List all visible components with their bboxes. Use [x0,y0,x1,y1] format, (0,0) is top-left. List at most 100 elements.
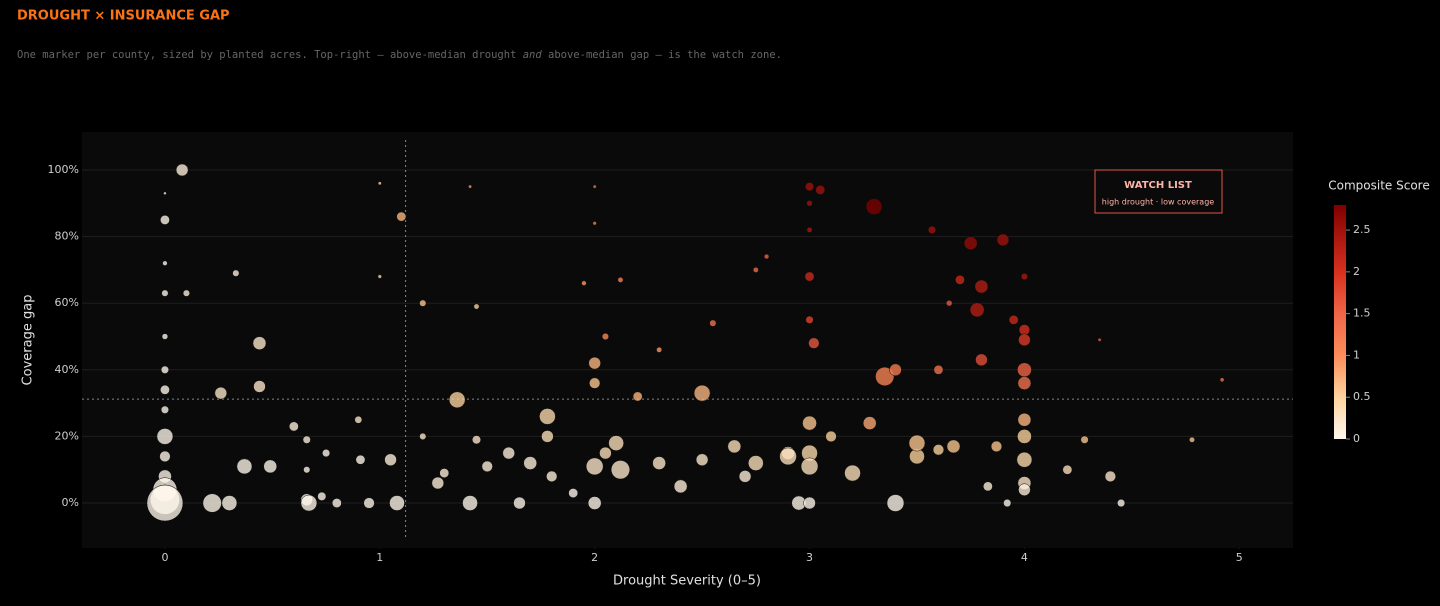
bubble [946,300,953,307]
bubble [263,459,278,474]
bubble [322,449,331,458]
x-tick-label: 5 [1236,551,1243,564]
annotation-text: high drought · low coverage [1102,198,1214,207]
x-tick-label: 2 [591,551,598,564]
colorbar-tick-label: 2.5 [1353,223,1371,236]
bubble [232,269,240,277]
x-tick-label: 3 [806,551,813,564]
bubble [252,336,267,350]
bubble [656,346,663,353]
bubble [182,289,190,297]
bubble [1104,470,1116,483]
bubble [1017,362,1032,378]
bubble [587,496,602,510]
bubble [1117,498,1126,508]
bubble [927,225,937,234]
bubble [1017,376,1032,390]
bubble [377,181,382,186]
y-tick-label: 80% [55,230,79,243]
bubble [462,495,478,511]
bubble [163,191,167,196]
bubble [1020,273,1028,281]
bubble [592,184,597,189]
bubble [601,332,609,341]
bubble [589,377,601,389]
bubble [389,495,405,511]
bubble [146,484,184,522]
bubble [539,408,556,425]
bubble [806,226,813,233]
bubble [568,488,579,498]
bubble [472,435,481,445]
bubble [974,279,989,294]
bubble [875,366,895,387]
bubble [214,386,228,400]
bubble [1062,464,1073,475]
bubble [652,456,666,470]
colorbar-tick-label: 1 [1353,348,1360,361]
bubble [523,456,538,470]
bubble [955,274,965,285]
bubble [481,460,493,473]
bubble [805,315,814,324]
bubble [862,416,877,430]
y-tick-label: 20% [55,429,79,442]
bubble [502,446,515,460]
bubble [377,274,382,279]
bubble [160,365,169,374]
subtitle-part: One marker per county, sized by planted … [17,49,523,61]
bubble [161,333,169,340]
chart-title: DROUGHT × INSURANCE GAP [17,9,230,24]
bubble [331,498,342,508]
bubble [806,200,813,207]
colorbar-tick-label: 2 [1353,265,1360,278]
bubble [175,163,189,177]
y-tick-label: 0% [62,496,79,509]
bubble [300,494,318,512]
bubble [632,391,643,402]
bubble [709,319,717,327]
colorbar-tick-label: 0 [1353,432,1360,445]
bubble [431,476,445,490]
bubble [159,450,171,463]
bubble [802,415,817,431]
bubble [592,221,597,226]
bubble [253,380,266,393]
chart-subtitle: One marker per county, sized by planted … [17,49,782,61]
bubble [236,458,253,475]
bubble [908,434,926,452]
bubble [1003,498,1012,508]
bubble [804,271,815,282]
bubble [419,299,427,307]
bubble [982,481,993,492]
bubble [617,276,624,283]
bubble [738,470,752,483]
bubble [581,280,587,286]
bubble [546,470,558,483]
x-tick-label: 1 [376,551,383,564]
bubble [396,211,407,222]
bubble [996,233,1010,247]
y-tick-label: 40% [55,363,79,376]
bubble [933,364,944,375]
bubble [1018,483,1031,496]
bubble [160,215,170,225]
bubble [808,337,820,349]
bubble [317,491,327,501]
bubble [363,497,375,509]
bubble [610,460,631,480]
colorbar-tick-label: 0.5 [1353,390,1371,403]
bubble [963,236,978,251]
bubble [221,495,238,511]
bubble [1017,412,1032,427]
bubble [355,454,366,465]
bubble [763,253,770,260]
bubble [302,435,311,444]
bubble [162,260,168,266]
bubble [695,453,709,466]
bubble [779,447,797,466]
bubble [202,493,222,513]
bubble [156,428,174,445]
